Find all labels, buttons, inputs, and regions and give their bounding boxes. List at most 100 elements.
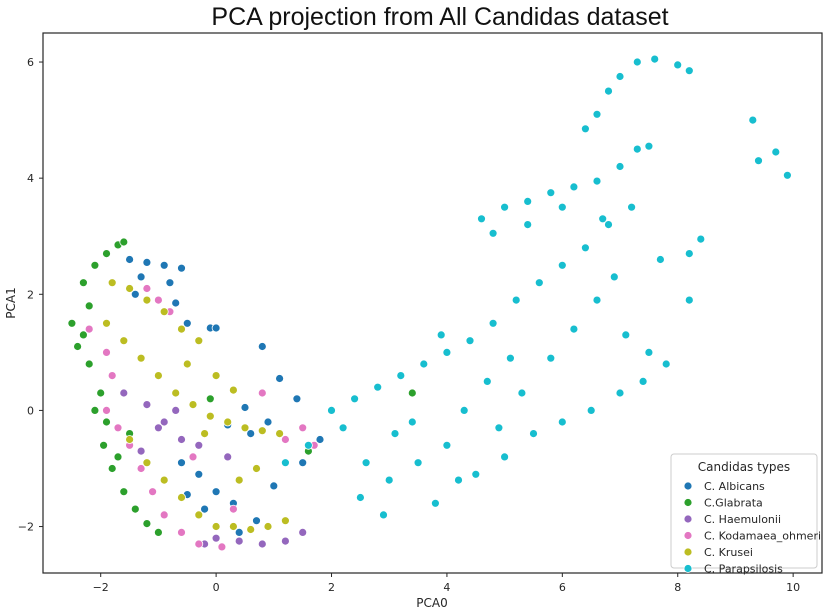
x-axis-ticks: −2 0 2 4 6 8 10	[93, 573, 800, 594]
data-point	[96, 388, 106, 398]
data-point	[396, 371, 406, 381]
data-point	[650, 54, 660, 64]
x-tick-label: −2	[93, 581, 109, 594]
data-point	[79, 330, 88, 340]
data-point	[586, 405, 596, 415]
data-point	[598, 214, 608, 224]
x-tick-label: 4	[443, 581, 450, 594]
data-point	[113, 423, 123, 433]
data-point	[194, 469, 204, 479]
data-point	[211, 533, 221, 543]
x-tick-label: 6	[559, 581, 566, 594]
data-point	[257, 388, 267, 398]
data-point	[488, 228, 498, 238]
x-tick-label: 0	[213, 581, 220, 594]
data-point	[350, 394, 360, 404]
data-point	[171, 298, 181, 308]
data-point	[430, 498, 440, 508]
data-point	[407, 388, 417, 398]
data-point	[113, 452, 123, 462]
y-axis-ticks: −2 0 2 4 6	[18, 56, 43, 534]
data-point	[661, 359, 671, 369]
plot-area	[67, 54, 792, 552]
data-point	[107, 464, 117, 473]
data-point	[269, 481, 279, 491]
data-point	[442, 347, 452, 357]
data-point	[107, 371, 117, 381]
data-point	[136, 464, 146, 473]
data-point	[159, 417, 169, 427]
data-point	[194, 440, 204, 450]
data-point	[223, 452, 233, 462]
data-point	[159, 510, 169, 520]
data-point	[90, 260, 100, 270]
data-point	[500, 202, 510, 212]
data-point	[84, 324, 94, 334]
data-point	[632, 144, 642, 154]
data-point	[228, 522, 238, 531]
legend-box	[670, 453, 818, 569]
data-point	[407, 417, 417, 427]
data-point	[165, 278, 175, 288]
data-point	[275, 374, 285, 383]
legend-marker	[683, 481, 693, 491]
legend-label: C.Glabrata	[704, 497, 763, 510]
data-point	[303, 440, 313, 450]
data-point	[142, 257, 152, 267]
legend-marker	[683, 547, 693, 557]
data-point	[84, 359, 94, 369]
data-point	[748, 115, 758, 125]
data-point	[632, 57, 642, 67]
data-point	[67, 318, 77, 328]
data-point	[102, 347, 111, 357]
data-point	[384, 475, 394, 485]
data-point	[696, 234, 706, 244]
data-point	[609, 272, 619, 282]
series-c-kodamaea-ohmeri	[84, 284, 319, 552]
data-point	[684, 295, 694, 305]
legend: Candidas types C. Albicans C.Glabrata C. H…	[670, 453, 821, 576]
data-point	[419, 359, 429, 369]
data-point	[257, 426, 267, 436]
data-point	[673, 60, 683, 70]
legend-label: C. Parapsilosis	[704, 563, 783, 576]
data-point	[465, 336, 475, 346]
data-point	[205, 411, 215, 421]
data-point	[200, 504, 210, 514]
chart-title: PCA projection from All Candidas dataset	[211, 3, 668, 31]
data-point	[592, 176, 602, 186]
data-point	[153, 528, 163, 537]
y-tick-label: 6	[27, 56, 34, 69]
data-point	[217, 542, 227, 552]
data-point	[79, 278, 88, 288]
data-point	[194, 539, 204, 549]
data-point	[454, 475, 463, 485]
data-point	[280, 435, 290, 444]
data-point	[194, 336, 204, 346]
data-point	[638, 376, 648, 386]
data-point	[136, 353, 146, 363]
data-point	[390, 429, 400, 439]
data-point	[511, 295, 521, 305]
data-point	[246, 525, 256, 534]
data-point	[298, 528, 308, 537]
data-point	[252, 464, 261, 473]
data-point	[142, 295, 152, 305]
data-point	[159, 475, 169, 485]
data-point	[102, 249, 111, 259]
data-point	[471, 469, 481, 479]
data-point	[569, 182, 579, 192]
y-tick-label: −2	[18, 521, 34, 534]
data-point	[581, 124, 590, 134]
data-point	[107, 278, 117, 288]
series-c-parapsilosis	[280, 54, 792, 520]
legend-label: C. Albicans	[704, 480, 765, 493]
data-point	[280, 516, 290, 526]
y-tick-label: 4	[27, 172, 34, 185]
data-point	[442, 440, 452, 450]
data-point	[477, 214, 486, 224]
data-point	[644, 141, 654, 151]
y-tick-label: 2	[27, 288, 34, 301]
data-point	[177, 324, 186, 334]
